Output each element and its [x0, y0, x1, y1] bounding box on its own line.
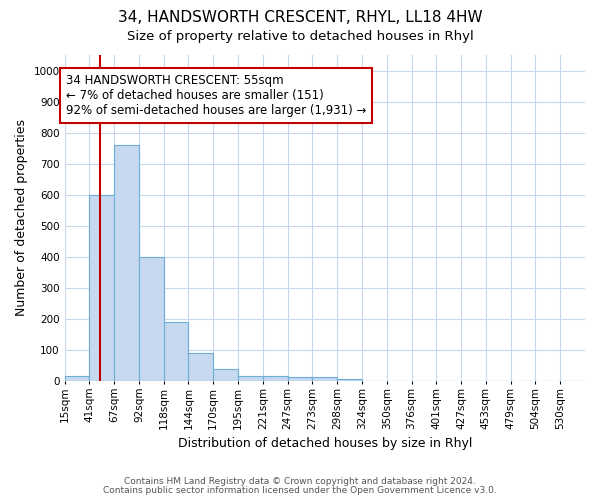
Y-axis label: Number of detached properties: Number of detached properties [15, 120, 28, 316]
Text: 34 HANDSWORTH CRESCENT: 55sqm
← 7% of detached houses are smaller (151)
92% of s: 34 HANDSWORTH CRESCENT: 55sqm ← 7% of de… [66, 74, 366, 116]
Bar [263, 376, 287, 381]
Bar [287, 378, 313, 381]
Bar [139, 257, 164, 381]
Bar [238, 376, 263, 381]
Bar [89, 194, 114, 381]
Bar [213, 369, 238, 381]
Bar [337, 378, 362, 381]
Text: Contains HM Land Registry data © Crown copyright and database right 2024.: Contains HM Land Registry data © Crown c… [124, 477, 476, 486]
Bar [65, 376, 89, 381]
Bar [114, 145, 139, 381]
Bar [313, 378, 337, 381]
Text: Contains public sector information licensed under the Open Government Licence v3: Contains public sector information licen… [103, 486, 497, 495]
Bar [188, 353, 213, 381]
Text: Size of property relative to detached houses in Rhyl: Size of property relative to detached ho… [127, 30, 473, 43]
X-axis label: Distribution of detached houses by size in Rhyl: Distribution of detached houses by size … [178, 437, 472, 450]
Bar [164, 322, 188, 381]
Text: 34, HANDSWORTH CRESCENT, RHYL, LL18 4HW: 34, HANDSWORTH CRESCENT, RHYL, LL18 4HW [118, 10, 482, 25]
